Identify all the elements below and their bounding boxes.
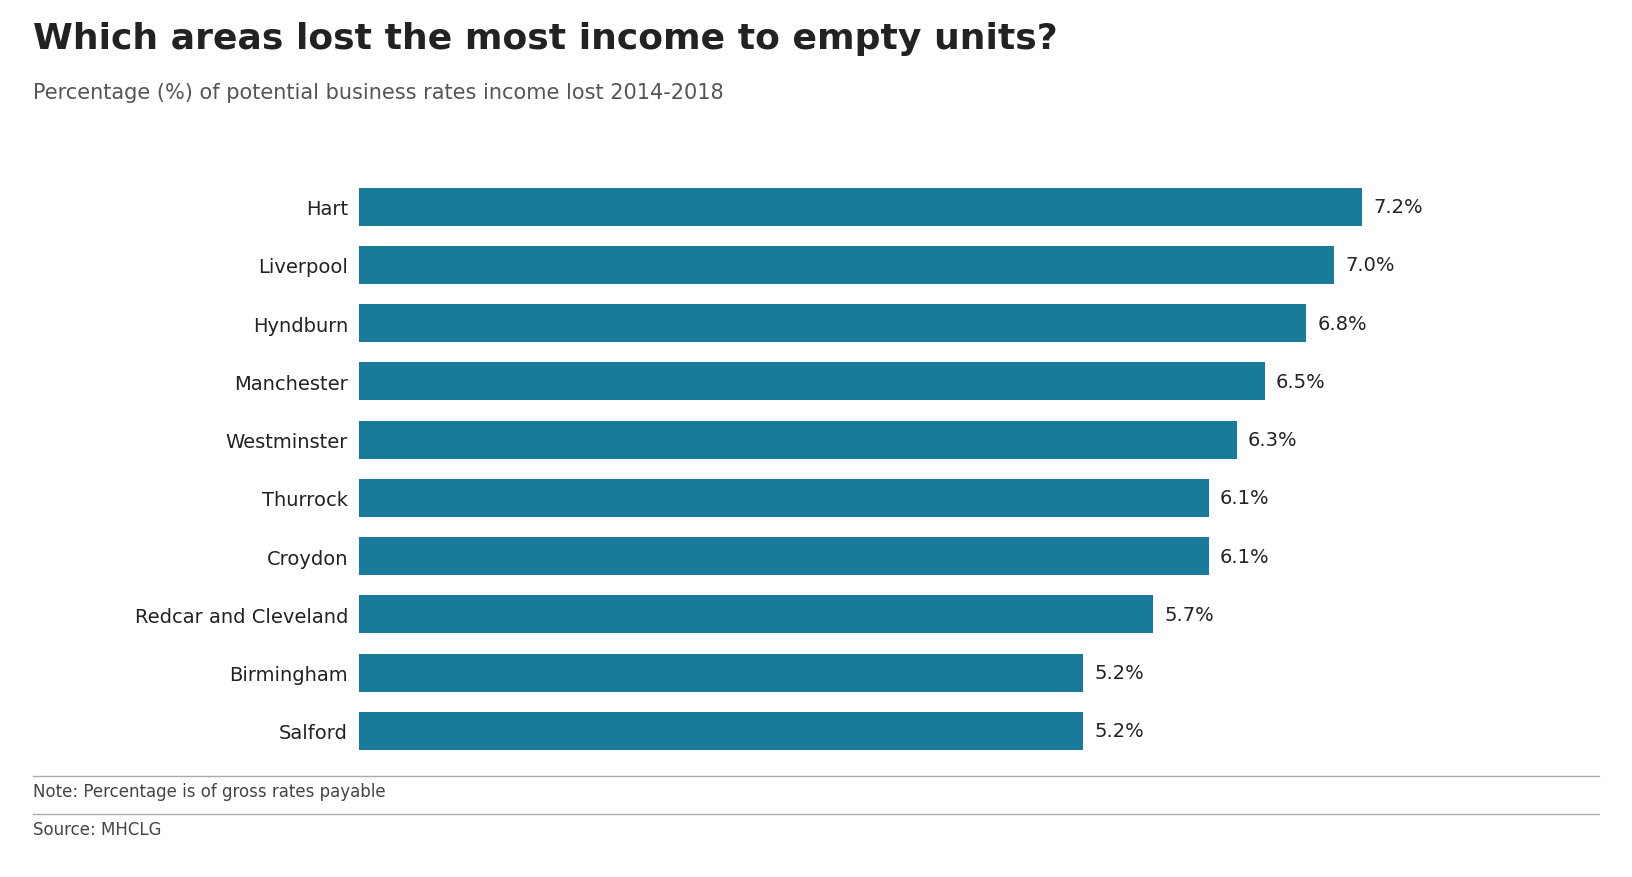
Bar: [359, 421, 1237, 459]
Bar: [359, 246, 1335, 284]
Text: Which areas lost the most income to empty units?: Which areas lost the most income to empt…: [33, 22, 1058, 56]
Bar: [359, 712, 1084, 750]
Text: B: B: [1596, 836, 1612, 853]
Text: 6.5%: 6.5%: [1276, 373, 1325, 391]
Text: 5.7%: 5.7%: [1164, 605, 1214, 624]
Text: Percentage (%) of potential business rates income lost 2014-2018: Percentage (%) of potential business rat…: [33, 83, 723, 103]
Text: 5.2%: 5.2%: [1095, 663, 1144, 682]
Bar: [359, 654, 1084, 692]
Text: 7.0%: 7.0%: [1345, 256, 1395, 275]
Text: Note: Percentage is of gross rates payable: Note: Percentage is of gross rates payab…: [33, 782, 385, 801]
Text: B: B: [1542, 836, 1559, 853]
Bar: [359, 595, 1154, 633]
Text: 6.8%: 6.8%: [1317, 314, 1368, 333]
Bar: [359, 363, 1265, 401]
Text: 6.1%: 6.1%: [1221, 547, 1270, 566]
Text: 5.2%: 5.2%: [1095, 722, 1144, 740]
Bar: [359, 305, 1306, 343]
Text: 7.2%: 7.2%: [1373, 198, 1423, 217]
Text: 6.1%: 6.1%: [1221, 488, 1270, 508]
Bar: [359, 538, 1209, 575]
Text: 6.3%: 6.3%: [1248, 431, 1297, 450]
Bar: [359, 480, 1209, 517]
Bar: [359, 189, 1363, 226]
Text: Source: MHCLG: Source: MHCLG: [33, 820, 162, 838]
